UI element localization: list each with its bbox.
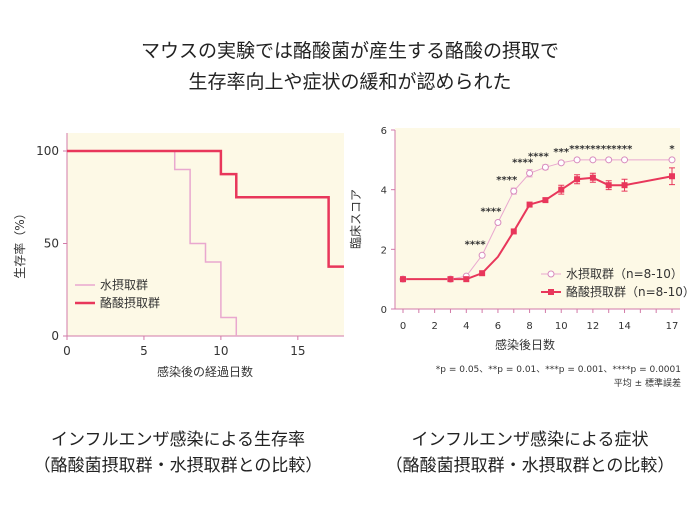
x-tick-label: 6 <box>495 321 501 332</box>
y-tick-label: 50 <box>44 237 59 251</box>
legend-label-butyrate: 酪酸摂取群 <box>100 295 160 310</box>
significance-marker: *** <box>601 144 617 155</box>
x-tick-label: 17 <box>666 321 679 332</box>
water-data-point <box>526 169 534 177</box>
caption-right-line-2: （酪酸菌摂取群・水摂取群との比較） <box>386 456 675 476</box>
y-axis-label: 臨床スコア <box>349 189 363 249</box>
butyrate-data-point <box>605 182 612 189</box>
butyrate-data-point <box>447 276 454 283</box>
butyrate-data-point <box>510 228 517 235</box>
y-tick-label: 2 <box>381 245 387 256</box>
title-line-2: 生存率向上や症状の緩和が認められた <box>188 71 511 93</box>
survival-chart: 0 5 10 15 0 50 100 感染後の経過日数 生存率（%） 水摂取群 酪酸摂取群 <box>12 133 344 379</box>
x-tick-label: 10 <box>213 344 228 358</box>
butyrate-data-point <box>558 186 565 193</box>
butyrate-data-point <box>526 201 533 208</box>
caption-left-line-2: （酪酸菌摂取群・水摂取群との比較） <box>34 456 323 476</box>
legend-marker-water <box>547 270 555 278</box>
x-axis-label: 感染後日数 <box>495 337 555 352</box>
stats-note: 平均 ± 標準誤差 <box>614 377 681 389</box>
x-tick-label: 4 <box>463 321 469 332</box>
water-data-point <box>478 251 486 259</box>
legend-marker-butyrate <box>548 289 554 295</box>
water-data-point <box>510 187 518 195</box>
butyrate-data-point <box>479 270 486 277</box>
x-tick-label: 5 <box>140 344 148 358</box>
significance-marker: **** <box>496 175 518 186</box>
water-data-point <box>605 156 613 164</box>
significance-marker: **** <box>528 151 550 162</box>
significance-marker: **** <box>480 206 502 217</box>
butyrate-survival-line <box>67 149 344 268</box>
title-line-1: マウスの実験では酪酸菌が産生する酪酸の摂取で <box>141 40 559 62</box>
x-tick-label: 10 <box>555 321 568 332</box>
y-tick-label: 0 <box>381 305 387 316</box>
water-data-point <box>541 163 549 171</box>
y-tick-label: 6 <box>381 126 387 137</box>
x-tick-label: 15 <box>290 344 305 358</box>
significance-marker: *** <box>617 144 633 155</box>
x-axis-label: 感染後の経過日数 <box>157 364 253 379</box>
butyrate-data-point <box>542 197 549 204</box>
butyrate-data-point <box>574 176 581 183</box>
water-data-point <box>494 218 502 226</box>
water-data-point <box>589 156 597 164</box>
water-data-point <box>621 156 629 164</box>
significance-marker: **** <box>465 239 487 250</box>
butyrate-data-point <box>463 276 470 283</box>
significance-marker: * <box>669 144 675 155</box>
butyrate-data-point <box>669 173 675 180</box>
p-value-note: *p = 0.05、**p = 0.01、***p = 0.001、****p … <box>436 365 681 375</box>
butyrate-data-point <box>589 174 596 181</box>
caption-left-line-1: インフルエンザ感染による生存率 <box>51 430 305 450</box>
x-tick-label: 12 <box>587 321 600 332</box>
significance-marker: *** <box>569 144 585 155</box>
x-tick-label: 0 <box>63 344 71 358</box>
y-tick-label: 4 <box>381 186 387 197</box>
water-survival-line <box>67 150 238 336</box>
water-data-point <box>573 156 581 164</box>
water-data-point <box>668 156 676 164</box>
caption-right-line-1: インフルエンザ感染による症状 <box>412 430 649 450</box>
plot-background <box>67 133 344 336</box>
legend-label-water: 水摂取群（n=8-10） <box>566 266 683 281</box>
butyrate-data-point <box>400 276 406 283</box>
butyrate-data-point <box>621 182 628 189</box>
x-tick-label: 8 <box>526 321 532 332</box>
water-data-point <box>557 159 565 167</box>
significance-marker: *** <box>585 144 601 155</box>
x-tick-label: 14 <box>618 321 631 332</box>
y-tick-label: 100 <box>36 144 59 158</box>
x-tick-label: 0 <box>400 321 406 332</box>
x-tick-label: 2 <box>431 321 437 332</box>
legend-label-butyrate: 酪酸摂取群（n=8-10） <box>566 284 695 299</box>
significance-marker: *** <box>553 147 569 158</box>
significance-marker: **** <box>512 157 534 168</box>
y-tick-label: 0 <box>51 329 59 343</box>
legend-label-water: 水摂取群 <box>100 277 148 292</box>
y-axis-label: 生存率（%） <box>12 207 27 278</box>
